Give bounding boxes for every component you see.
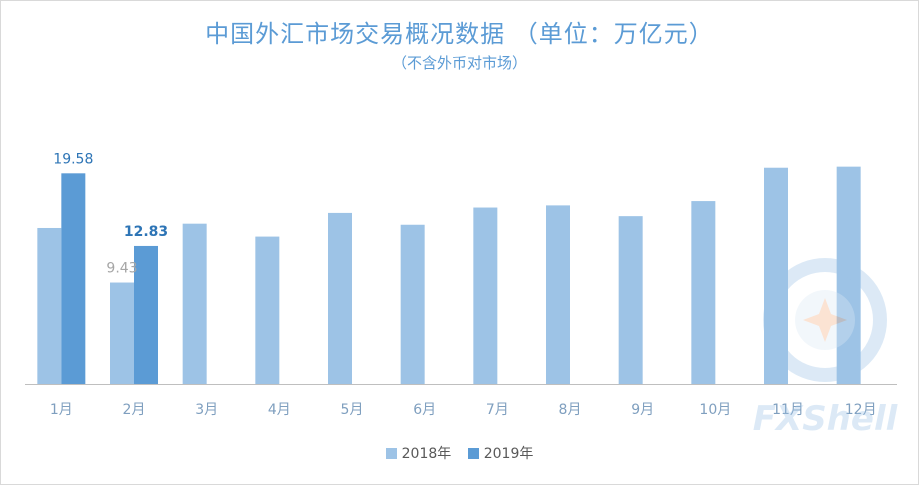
x-tick-label: 7月: [486, 402, 509, 418]
legend-swatch-2018: [385, 447, 397, 459]
data-label-2019年-1月: 19.58: [53, 151, 93, 167]
watermark-text: FXShell: [753, 399, 899, 439]
x-tick-label: 1月: [50, 402, 73, 418]
data-label-2018年-2月: 9.43: [106, 261, 137, 277]
x-tick-labels: 1月 2月 3月 4月 5月 6月 7月 8月 9月 10月 11月 12月: [50, 402, 877, 418]
legend-item-2018: 2018年: [385, 443, 452, 463]
bar-2018年-6月: [400, 224, 425, 384]
bar-2018年-2月: [110, 282, 134, 384]
x-tick-label: 12月: [845, 402, 877, 418]
bar-2018年-8月: [546, 205, 570, 384]
legend-swatch-2019: [467, 447, 479, 459]
bar-2019年-2月: [134, 245, 158, 384]
x-tick-label: 8月: [559, 402, 582, 418]
x-tick-label: 5月: [341, 402, 364, 418]
bar-2018年-7月: [473, 207, 498, 384]
bar-2018年-5月: [328, 212, 352, 384]
bars-group: [37, 166, 861, 384]
bar-2018年-11月: [764, 167, 788, 384]
legend-item-2019: 2019年: [467, 443, 534, 463]
chart-subtitle: （不含外币对市场）: [391, 54, 527, 72]
x-tick-label: 3月: [195, 402, 218, 418]
data-label-2019年-2月: 12.83: [124, 224, 168, 240]
x-tick-label: 9月: [631, 402, 654, 418]
chart-title: 中国外汇市场交易概况数据 （单位：万亿元）: [205, 20, 714, 48]
legend: 2018年 2019年: [0, 443, 919, 463]
data-labels: 19.58 9.43 12.83: [53, 151, 168, 276]
bar-2018年-10月: [691, 201, 716, 384]
bar-2018年-4月: [255, 236, 280, 384]
fxshell-logo: FXShell: [753, 258, 899, 439]
x-tick-label: 6月: [413, 402, 436, 418]
bar-2018年-1月: [37, 227, 62, 384]
bar-2018年-3月: [182, 223, 207, 384]
x-tick-label: 4月: [268, 402, 291, 418]
x-tick-label: 11月: [772, 402, 804, 418]
bar-2018年-12月: [836, 166, 861, 384]
bar-2018年-9月: [618, 216, 643, 384]
x-tick-label: 10月: [699, 402, 731, 418]
x-tick-label: 2月: [123, 402, 146, 418]
bar-2019年-1月: [61, 173, 86, 384]
legend-label-2018: 2018年: [401, 446, 452, 462]
legend-label-2019: 2019年: [483, 446, 534, 462]
